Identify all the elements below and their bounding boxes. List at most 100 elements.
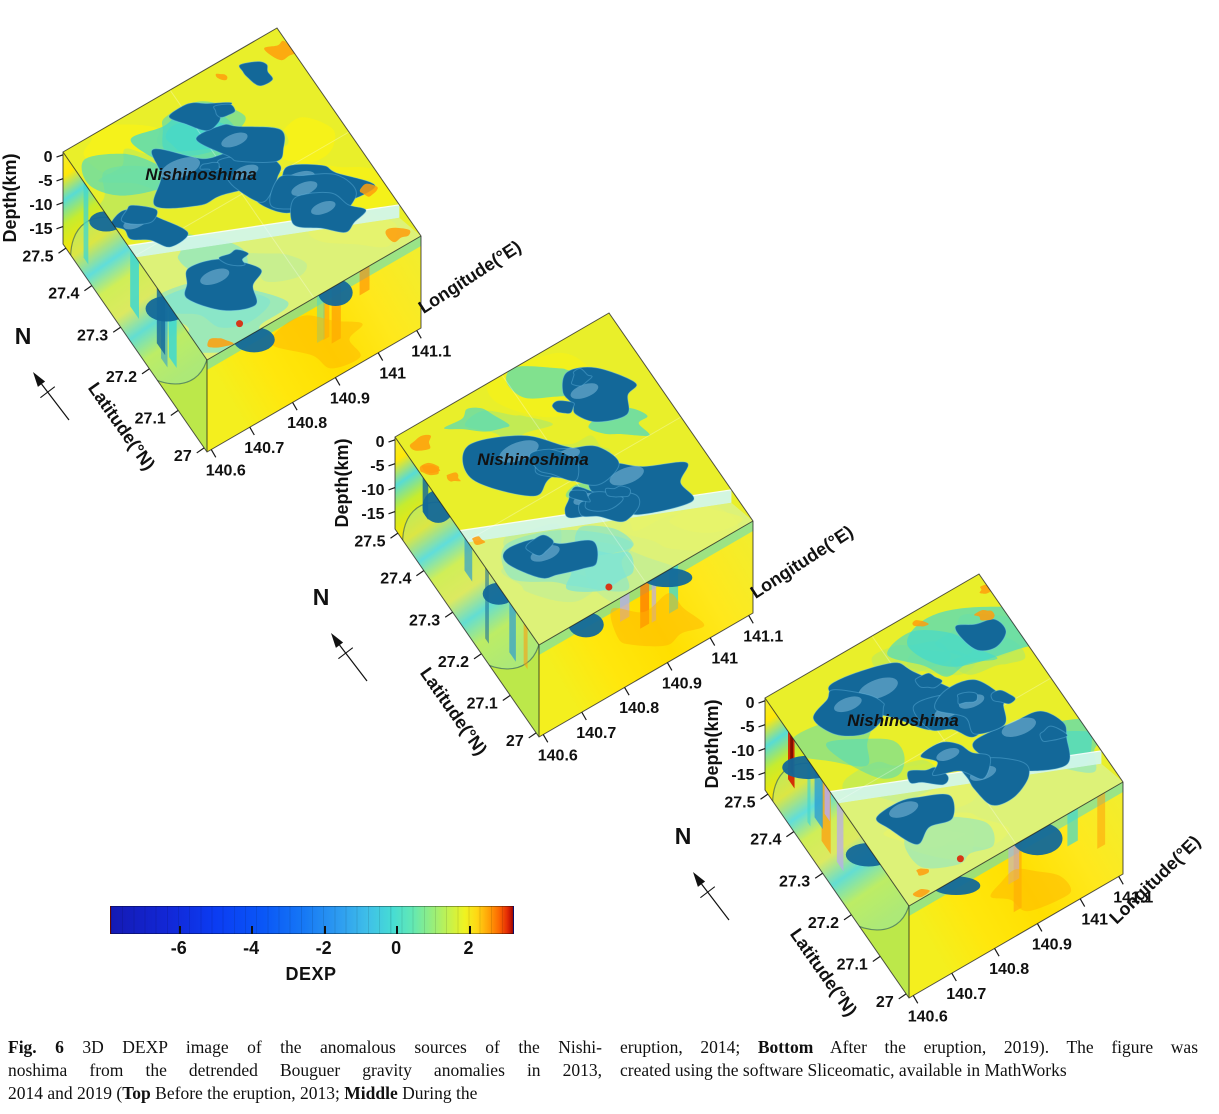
latitude-axis-tick-label: 27.4 (48, 286, 79, 303)
volume-left-face (765, 698, 909, 998)
colorbar-tick (251, 926, 254, 934)
latitude-axis-tick-label: 27 (174, 448, 192, 465)
longitude-axis-tick-label: 140.8 (619, 700, 659, 717)
longitude-axis-tick-label: 140.6 (538, 747, 578, 764)
latitude-axis-tick-label: 27.4 (380, 571, 411, 588)
longitude-axis-tick-label: 140.9 (1032, 936, 1072, 953)
latitude-axis-tick-label: 27 (876, 994, 894, 1011)
longitude-axis-tick-label: 141 (711, 651, 738, 668)
colorbar-tick-label: -6 (170, 938, 187, 958)
caption-line: created using the software Sliceomatic, … (620, 1059, 1198, 1082)
plot-3d-canvas-top: 0-5-10-1527.527.427.327.227.127140.6140.… (0, 27, 525, 479)
depth-axis-tick-label: -5 (38, 173, 52, 190)
latitude-axis-tick-label: 27.4 (750, 832, 781, 849)
longitude-axis-tick-label: 141.1 (743, 628, 783, 645)
caption-line: 2014 and 2019 (Top Before the eruption, … (8, 1082, 602, 1105)
longitude-axis-tick-label: 140.8 (989, 961, 1029, 978)
colorbar-tick (396, 926, 399, 934)
colorbar-tick-label: -4 (243, 938, 260, 958)
colorbar-tick-label: 0 (391, 938, 402, 958)
north-label: N (675, 823, 692, 849)
volume-right-face (539, 521, 753, 737)
depth-axis: 0 -5 -10 -15 (361, 434, 396, 523)
caption-text: After the eruption, 2019). The figure wa… (813, 1037, 1198, 1057)
caption-text: created using the software Sliceomatic, … (620, 1060, 1067, 1081)
depth-axis-label: Depth(km) (702, 699, 722, 788)
volume-top-face (765, 574, 1123, 906)
longitude-axis-tick-label: 140.7 (946, 986, 986, 1003)
latitude-axis-tick-label: 27.5 (22, 248, 53, 265)
depth-axis-tick-label: -15 (29, 221, 52, 238)
colorbar: -6 -4 -2 0 2 DEXP (110, 906, 514, 998)
volume-top-face (395, 313, 753, 645)
longitude-axis-tick-label: 140.7 (244, 440, 284, 457)
north-arrow: N (675, 823, 730, 921)
volume-box-edges (764, 573, 1124, 999)
north-arrow: N (313, 584, 368, 682)
caption-line: eruption, 2014; Bottom After the eruptio… (620, 1036, 1198, 1059)
latitude-axis-tick-label: 27.5 (724, 794, 755, 811)
latitude-axis-tick-label: 27 (506, 733, 524, 750)
latitude-axis-tick-label: 27.3 (77, 327, 108, 344)
latitude-axis-tick-label: 27.5 (354, 533, 385, 550)
depth-axis-tick-label: 0 (376, 434, 385, 451)
latitude-axis: 27.5 27.4 27.3 27.2 27.1 27 (724, 793, 907, 1011)
depth-axis-tick-label: -5 (740, 719, 754, 736)
latitude-axis-tick-label: 27.3 (409, 612, 440, 629)
longitude-axis-tick-label: 140.6 (908, 1008, 948, 1025)
plot-3d-middle-2014: 0 -5 -10 -15 27.5 27.4 27.3 27.2 27.1 27 140.6 140.… (295, 267, 875, 807)
depth-axis: 0 -5 -10 -15 (731, 695, 766, 784)
plot-3d-canvas-bottom: 0-5-10-1527.527.427.327.227.127140.6140.… (675, 573, 1204, 1025)
latitude-axis: 27.5 27.4 27.3 27.2 27.1 27 (22, 247, 205, 465)
plot-3d-top-2013: 0 -5 -10 -15 27.5 27.4 27.3 27.2 27.1 27 140.6 140.… (0, 0, 543, 522)
colorbar-tick-label: 2 (463, 938, 474, 958)
latitude-axis-tick-label: 27.2 (438, 654, 469, 671)
island-label: Nishinoshima (477, 450, 588, 469)
longitude-axis-tick-label: 140.9 (330, 390, 370, 407)
north-arrow: N (15, 323, 70, 421)
colorbar-tick (468, 926, 471, 934)
caption-left-column: Fig. 6 3D DEXP image of the anomalous so… (8, 1036, 602, 1105)
longitude-axis-tick-label: 141.1 (411, 343, 451, 360)
longitude-axis-tick-label: 140.8 (287, 415, 327, 432)
depth-axis-tick-label: -15 (731, 767, 754, 784)
depth-axis-tick-label: -5 (370, 458, 384, 475)
plot-3d-canvas-middle: 0-5-10-15 27.5 27.4 27.3 27.2 27.1 27 140.6 140.… (313, 312, 857, 764)
caption-bold-text: Bottom (757, 1037, 814, 1057)
latitude-axis-tick-label: 27.1 (135, 411, 166, 428)
longitude-axis-tick-label: 140.6 (206, 462, 246, 479)
depth-axis-tick-label: -10 (731, 743, 754, 760)
colorbar-gradient (110, 906, 514, 934)
caption-right-column: eruption, 2014; Bottom After the eruptio… (620, 1036, 1198, 1082)
volume-box-edges (394, 312, 754, 738)
depth-axis-tick-label: 0 (44, 149, 53, 166)
caption-bold-text: Top (122, 1083, 151, 1104)
north-label: N (15, 323, 32, 349)
latitude-axis-tick-label: 27.3 (779, 873, 810, 890)
volume-box-edges (62, 27, 422, 453)
latitude-axis-tick-label: 27.1 (467, 696, 498, 713)
caption-text: 2014 and 2019 ( (8, 1083, 123, 1104)
caption-text: noshima from the detrended Bouguer gravi… (8, 1060, 602, 1081)
north-label: N (313, 584, 330, 610)
longitude-axis-tick-label: 141 (1081, 912, 1108, 929)
volume-right-face (909, 782, 1123, 998)
latitude-axis-tick-label: 27.2 (808, 915, 839, 932)
caption-text: eruption, 2014; (620, 1037, 758, 1057)
longitude-axis-tick-label: 141.1 (1113, 889, 1153, 906)
latitude-axis-tick-label: 27.1 (837, 957, 868, 974)
caption-text: During the (397, 1083, 478, 1104)
caption-text: 3D DEXP image of the anomalous sources o… (63, 1037, 602, 1057)
latitude-axis-tick-label: 27.2 (106, 369, 137, 386)
colorbar-tick (323, 926, 326, 934)
island-label: Nishinoshima (847, 711, 958, 730)
caption-text: Before the eruption, 2013; (150, 1083, 345, 1104)
longitude-axis-tick-label: 141 (379, 366, 406, 383)
longitude-axis-tick-label: 140.7 (576, 725, 616, 742)
caption-line: noshima from the detrended Bouguer gravi… (8, 1059, 602, 1082)
volume-top-face (63, 28, 421, 360)
